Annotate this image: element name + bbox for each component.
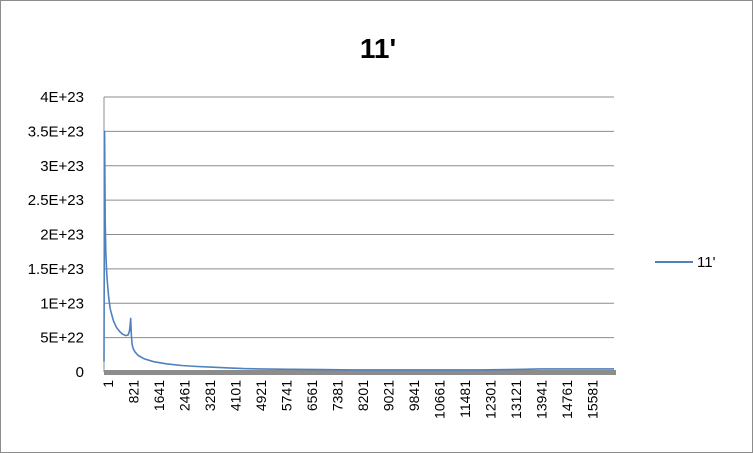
x-tick-label: 6561 (304, 380, 320, 411)
chart-title: 11' (360, 33, 396, 64)
y-tick-label: 3E+23 (40, 158, 84, 175)
y-tick-label: 4E+23 (40, 89, 84, 106)
x-tick-label: 9021 (381, 380, 397, 411)
legend-label: 11' (697, 254, 716, 271)
x-tick-label: 10661 (432, 380, 448, 419)
x-axis (103, 97, 616, 375)
y-tick-label: 5E+22 (40, 330, 84, 347)
x-tick-label: 15581 (585, 380, 601, 419)
x-tick-label: 2461 (177, 380, 193, 411)
x-tick-label: 13941 (534, 380, 550, 419)
legend: 11' (655, 254, 716, 271)
y-tick-label: 2E+23 (40, 227, 84, 244)
x-tick-label: 13121 (508, 380, 524, 419)
x-axis-ticks: 1 821 1641 2461 3281 4101 4921 5741 6561 7381 8201… (100, 380, 601, 419)
x-tick-label: 14761 (559, 380, 575, 419)
x-axis-line (104, 370, 616, 375)
x-tick-label: 7381 (330, 380, 346, 411)
x-tick-label: 3281 (202, 380, 218, 411)
x-tick-label: 12301 (483, 380, 499, 419)
series-line (103, 130, 614, 371)
x-tick-label: 821 (126, 380, 142, 404)
y-tick-label: 1.5E+23 (28, 261, 84, 278)
x-tick-label: 9841 (406, 380, 422, 411)
x-tick-label: 1 (100, 380, 116, 388)
x-tick-label: 5741 (279, 380, 295, 411)
x-tick-label: 11481 (457, 380, 473, 418)
y-tick-label: 2.5E+23 (28, 192, 84, 209)
x-tick-label: 4921 (253, 380, 269, 411)
y-tick-label: 3.5E+23 (28, 123, 84, 140)
series-group (103, 130, 614, 371)
y-axis-ticks: 0 5E+22 1E+23 1.5E+23 2E+23 2.5E+23 3E+23 3.5E+… (28, 89, 84, 381)
gridlines (104, 96, 614, 339)
x-tick-label: 8201 (355, 380, 371, 411)
x-tick-label: 4101 (228, 380, 244, 411)
x-tick-label: 1641 (151, 380, 167, 411)
y-tick-label: 0 (76, 364, 84, 381)
y-tick-label: 1E+23 (40, 295, 84, 312)
